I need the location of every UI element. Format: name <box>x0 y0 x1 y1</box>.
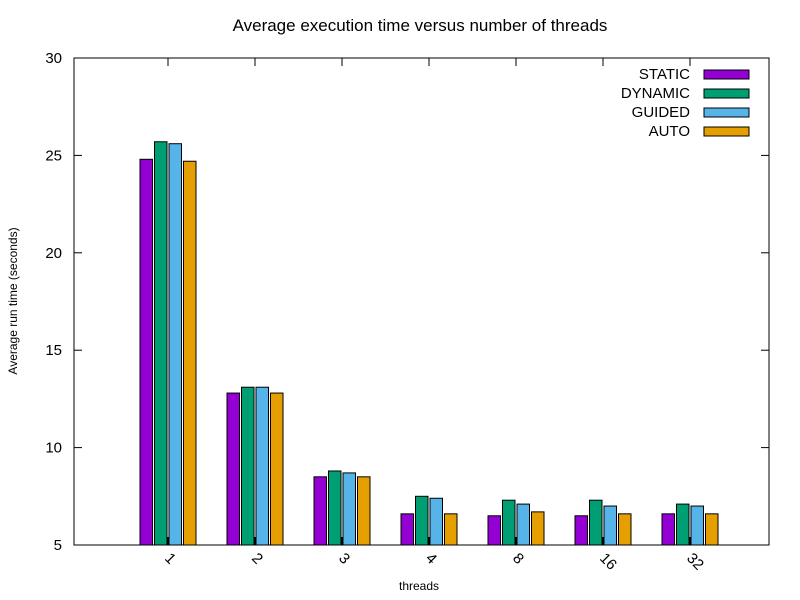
bar-static-1 <box>139 158 153 546</box>
bar-static-32 <box>661 513 675 546</box>
x-axis-label: threads <box>399 579 439 593</box>
x-tick-label: 2 <box>248 550 266 568</box>
bar-dynamic-8 <box>502 499 516 546</box>
bar-auto-32 <box>705 513 719 546</box>
legend-label-auto: AUTO <box>649 123 690 140</box>
x-tick-label: 3 <box>335 550 353 568</box>
bar-dynamic-1 <box>154 141 168 546</box>
bar-guided-16 <box>603 505 617 546</box>
y-tick-label: 10 <box>45 440 62 457</box>
bar-guided-32 <box>690 505 704 546</box>
chart-title: Average execution time versus number of … <box>233 16 608 35</box>
y-tick-label: 15 <box>45 342 62 359</box>
bar-static-4 <box>400 513 414 546</box>
bar-guided-3 <box>342 472 356 546</box>
bar-auto-2 <box>270 392 284 546</box>
bar-static-3 <box>313 476 327 546</box>
bar-static-8 <box>487 515 501 546</box>
legend-swatch-dynamic <box>703 88 750 99</box>
bar-guided-4 <box>429 497 443 546</box>
legend-label-static: STATIC <box>639 66 690 83</box>
legend-label-guided: GUIDED <box>632 104 691 121</box>
legend-swatch-guided <box>703 107 750 118</box>
bar-guided-8 <box>516 503 530 546</box>
bar-guided-2 <box>255 386 269 546</box>
y-axis-label: Average run time (seconds) <box>6 227 20 374</box>
bar-auto-8 <box>531 511 545 546</box>
bar-auto-3 <box>357 476 371 546</box>
x-tick-label: 4 <box>422 550 440 568</box>
bar-dynamic-32 <box>676 503 690 546</box>
legend: STATIC DYNAMIC GUIDED AUTO <box>621 66 750 140</box>
bar-guided-1 <box>168 143 182 546</box>
bar-static-16 <box>574 515 588 546</box>
bar-static-2 <box>226 392 240 546</box>
legend-swatch-auto <box>703 126 750 137</box>
legend-label-dynamic: DYNAMIC <box>621 85 690 102</box>
y-tick-label: 25 <box>45 147 62 164</box>
bar-dynamic-2 <box>241 386 255 546</box>
y-tick-label: 30 <box>45 50 62 67</box>
bar-dynamic-4 <box>415 495 429 546</box>
x-tick-label: 1 <box>161 550 179 568</box>
bar-dynamic-3 <box>328 470 342 546</box>
y-tick-label: 5 <box>54 537 62 554</box>
y-axis: 5 10 15 20 25 30 <box>45 50 769 554</box>
bar-auto-1 <box>183 160 197 546</box>
legend-swatch-static <box>703 69 750 80</box>
bar-auto-4 <box>444 513 458 546</box>
x-tick-label: 16 <box>596 550 620 574</box>
y-tick-label: 20 <box>45 245 62 262</box>
x-tick-label: 32 <box>683 550 707 574</box>
x-tick-label: 8 <box>509 550 527 568</box>
bar-auto-16 <box>618 513 632 546</box>
bars <box>139 141 719 546</box>
bar-dynamic-16 <box>589 499 603 546</box>
